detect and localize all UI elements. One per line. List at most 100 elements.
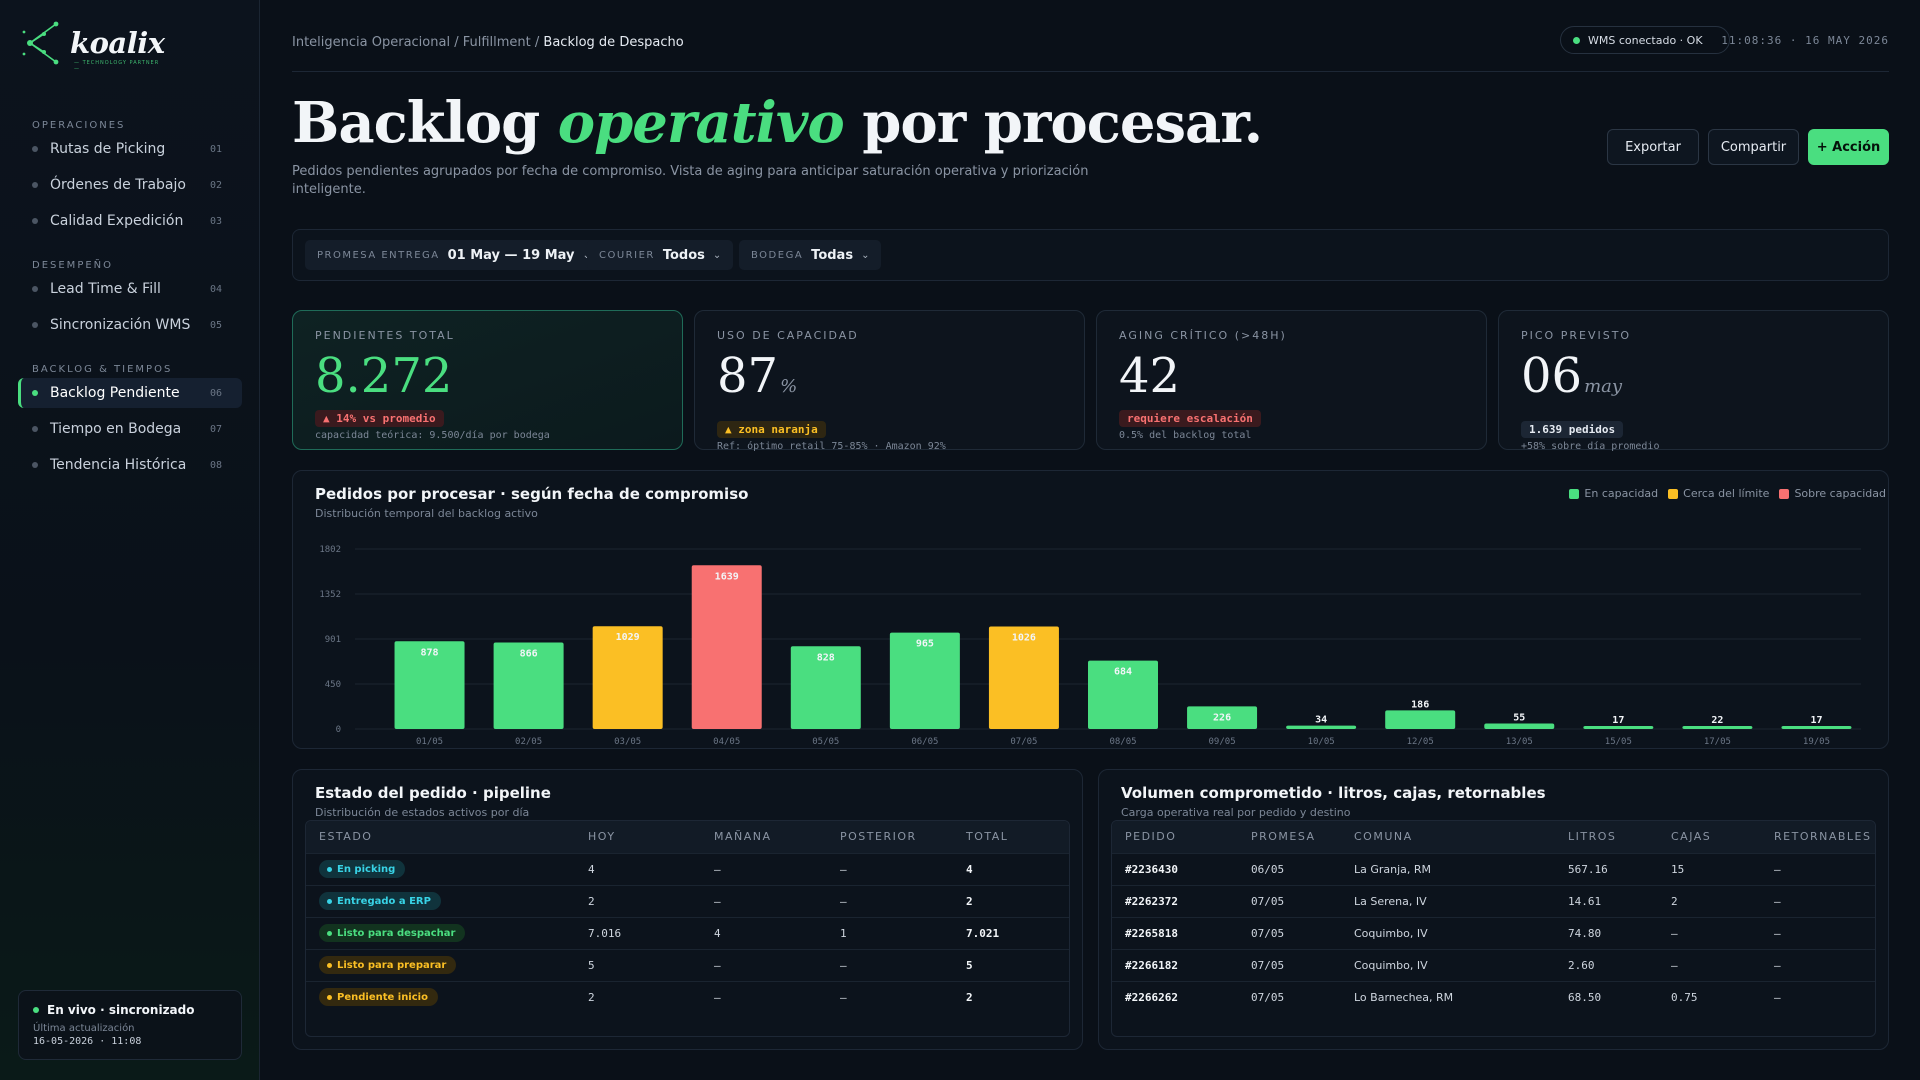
live-dot-icon xyxy=(33,1007,39,1013)
status-badge[interactable]: Listo para preparar xyxy=(319,956,457,974)
bar-value-label: 965 xyxy=(916,639,934,650)
table-row[interactable]: Pendiente inicio 2– –2 xyxy=(306,980,1069,1013)
cell-pedido[interactable]: #2266182 xyxy=(1112,948,1238,981)
share-button[interactable]: Compartir xyxy=(1708,129,1799,165)
column-header[interactable]: COMUNA xyxy=(1341,821,1555,853)
table-row[interactable]: Listo para despachar 7.016 4 1 7.021 xyxy=(306,916,1069,949)
bullet-icon xyxy=(32,146,38,152)
chart-bar xyxy=(1286,725,1357,729)
column-header[interactable]: ESTADO xyxy=(306,821,575,853)
chart-bar xyxy=(1781,726,1852,729)
filter-promesa-entrega[interactable]: PROMESA ENTREGA 01 May — 19 May ⌄ xyxy=(305,240,603,270)
kpi-pico-previsto[interactable]: PICO PREVISTO 06 may 1.639 pedidos +58% s… xyxy=(1498,310,1889,452)
legend-label: Sobre capacidad xyxy=(1794,487,1886,500)
bar-value-label: 17 xyxy=(1612,715,1624,726)
sidebar-item-lead-time[interactable]: Lead Time & Fill 04 xyxy=(18,274,242,304)
sidebar-item-label: Órdenes de Trabajo xyxy=(50,177,186,193)
chart-title: Pedidos por procesar · según fecha de co… xyxy=(315,485,749,503)
table-row[interactable]: Listo para preparar 5– –5 xyxy=(306,948,1069,981)
sidebar-item-number: 05 xyxy=(209,319,222,331)
status-badge[interactable]: Pendiente inicio xyxy=(319,988,438,1007)
column-header[interactable]: TOTAL xyxy=(953,821,1069,853)
status-label: Entregado a ERP xyxy=(337,895,431,907)
cell-retornables: – xyxy=(1761,852,1875,885)
cell-total: 2 xyxy=(953,884,1069,917)
chart-bar xyxy=(988,626,1059,729)
cell-pedido[interactable]: #2262372 xyxy=(1112,884,1238,917)
legend-item[interactable]: Sobre capacidad xyxy=(1779,487,1886,500)
sidebar-item-label: Tiempo en Bodega xyxy=(50,421,182,437)
x-tick-label: 09/05 xyxy=(1209,737,1236,747)
column-header[interactable]: PROMESA xyxy=(1238,821,1341,853)
filter-courier[interactable]: COURIER Todos ⌄ xyxy=(587,240,734,270)
status-badge[interactable]: En picking xyxy=(319,860,406,878)
status-badge[interactable]: Listo para despachar xyxy=(319,924,466,942)
wms-status-badge[interactable]: WMS conectado · OK xyxy=(1560,26,1730,54)
kpi-pendientes-total[interactable]: PENDIENTES TOTAL 8.272 ▲ 14% vs promedio… xyxy=(292,310,683,450)
cell-pedido[interactable]: #2266262 xyxy=(1112,980,1238,1013)
export-button[interactable]: Exportar xyxy=(1607,129,1699,165)
cell-comuna: La Serena, IV xyxy=(1341,884,1555,917)
column-header[interactable]: RETORNABLES xyxy=(1761,821,1875,853)
sidebar-item-label: Rutas de Picking xyxy=(50,141,166,157)
sidebar-item-number: 07 xyxy=(209,423,222,435)
breadcrumb-item[interactable]: Fulfillment xyxy=(462,35,531,50)
bar-value-label: 1026 xyxy=(1012,633,1036,644)
kpi-value: 42 xyxy=(1119,348,1464,404)
sidebar-item-rutas-picking[interactable]: Rutas de Picking 01 xyxy=(18,134,242,164)
live-subtitle: Última actualización xyxy=(33,1023,135,1034)
table-row[interactable]: #2265818 07/05 Coquimbo, IV 74.80– – xyxy=(1112,916,1875,949)
filter-bodega[interactable]: BODEGA Todas ⌄ xyxy=(739,240,882,270)
sidebar: koalix — TECHNOLOGY PARTNER — OPERACIONE… xyxy=(0,0,260,1080)
column-header[interactable]: MAÑANA xyxy=(701,821,827,853)
legend-item[interactable]: En capacidad xyxy=(1569,487,1658,500)
chart-bar xyxy=(1385,710,1456,729)
cell-pedido[interactable]: #2236430 xyxy=(1112,852,1238,885)
sidebar-item-tiempo-bodega[interactable]: Tiempo en Bodega 07 xyxy=(18,414,242,444)
column-header[interactable]: CAJAS xyxy=(1658,821,1761,853)
bar-value-label: 186 xyxy=(1411,699,1429,710)
cell-manana: – xyxy=(701,852,827,885)
table-row[interactable]: #2266182 07/05 Coquimbo, IV 2.60– – xyxy=(1112,948,1875,981)
koalix-logo-icon xyxy=(22,21,59,65)
volume-subtitle: Carga operativa real por pedido y destin… xyxy=(1121,806,1351,819)
sidebar-item-backlog-pendiente[interactable]: Backlog Pendiente 06 xyxy=(18,378,242,408)
sidebar-item-ordenes-trabajo[interactable]: Órdenes de Trabajo 02 xyxy=(18,170,242,200)
cell-total: 4 xyxy=(953,852,1069,885)
column-header[interactable]: HOY xyxy=(575,821,701,853)
sidebar-item-calidad-expedicion[interactable]: Calidad Expedición 03 xyxy=(18,206,242,236)
bullet-icon xyxy=(32,286,38,292)
breadcrumb-item[interactable]: Inteligencia Operacional xyxy=(292,35,451,50)
legend-swatch xyxy=(1569,488,1580,499)
column-header[interactable]: POSTERIOR xyxy=(827,821,953,853)
table-row[interactable]: #2236430 06/05 La Granja, RM 567.16 15– xyxy=(1112,852,1875,885)
chart-legend: En capacidad Cerca del límite Sobre capa… xyxy=(1569,487,1886,500)
sidebar-item-sincronizacion-wms[interactable]: Sincronización WMS 05 xyxy=(18,310,242,340)
x-tick-label: 02/05 xyxy=(515,737,542,747)
table-row[interactable]: En picking 4– –4 xyxy=(306,852,1069,885)
kpi-uso-capacidad[interactable]: USO DE CAPACIDAD 87% ▲ zona naranja Ref:… xyxy=(694,310,1085,452)
table-row[interactable]: #2266262 07/05 Lo Barnechea, RM 68.50 0.75– xyxy=(1112,980,1875,1013)
x-tick-label: 17/05 xyxy=(1704,737,1731,747)
brand-logo[interactable]: koalix — TECHNOLOGY PARTNER — xyxy=(22,20,165,72)
pipeline-title: Estado del pedido · pipeline xyxy=(315,784,551,802)
status-badge[interactable]: Entregado a ERP xyxy=(319,892,441,910)
bar-value-label: 684 xyxy=(1114,667,1132,678)
legend-item[interactable]: Cerca del límite xyxy=(1668,487,1769,500)
cell-cajas: 15 xyxy=(1658,852,1761,885)
add-action-button[interactable]: + Acción xyxy=(1808,129,1889,165)
bullet-icon xyxy=(32,182,38,188)
cell-total: 7.021 xyxy=(953,916,1069,949)
kpi-label: AGING CRÍTICO (>48H) xyxy=(1119,329,1287,342)
kpi-aging-critico[interactable]: AGING CRÍTICO (>48H) 42 requiere escalac… xyxy=(1096,310,1487,450)
column-header[interactable]: LITROS xyxy=(1555,821,1658,853)
sidebar-item-tendencia-historica[interactable]: Tendencia Histórica 08 xyxy=(18,450,242,480)
table-row[interactable]: Entregado a ERP 2– –2 xyxy=(306,884,1069,917)
cell-pedido[interactable]: #2265818 xyxy=(1112,916,1238,949)
cell-comuna: La Granja, RM xyxy=(1341,852,1555,885)
table-row[interactable]: #2262372 07/05 La Serena, IV 14.61 2– xyxy=(1112,884,1875,917)
column-header[interactable]: PEDIDO xyxy=(1112,821,1238,853)
cell-comuna: Coquimbo, IV xyxy=(1341,948,1555,981)
chart-bar xyxy=(592,626,663,729)
volume-title: Volumen comprometido · litros, cajas, re… xyxy=(1121,784,1546,802)
